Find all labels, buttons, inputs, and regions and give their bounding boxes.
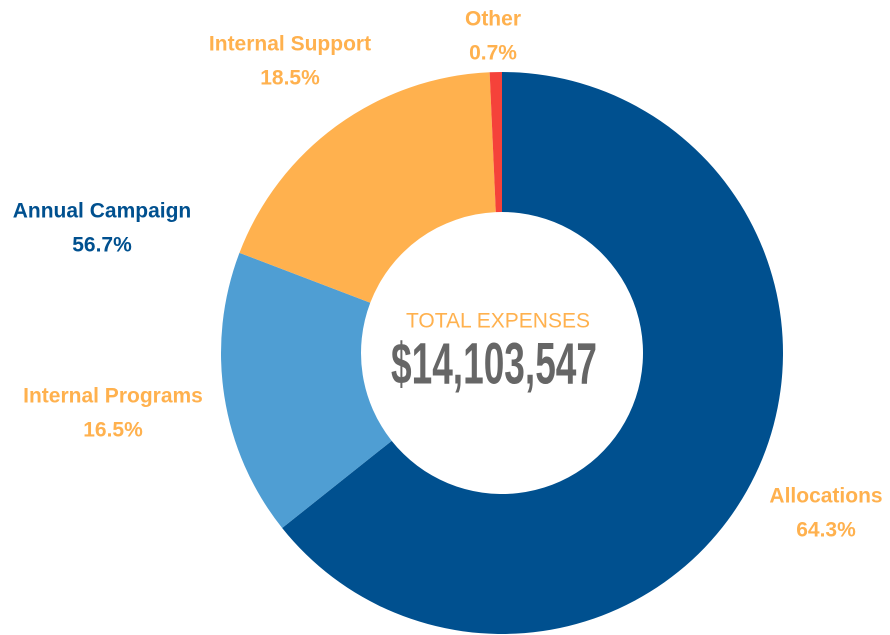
slice (282, 72, 784, 635)
slice-value: 64.3% (796, 519, 856, 542)
slice-label: Internal Support (209, 33, 371, 56)
slice-value: 18.5% (260, 67, 320, 90)
annotation-value: 56.7% (72, 234, 132, 257)
slice (489, 72, 502, 213)
slice-value: 16.5% (83, 419, 143, 442)
slice-label: Internal Programs (23, 385, 203, 408)
slice-value: 0.7% (469, 42, 517, 65)
annotation: Annual Campaign (13, 200, 192, 223)
slice (221, 252, 392, 529)
donut (221, 72, 784, 635)
slice-label: Allocations (769, 485, 882, 508)
center-label: TOTAL EXPENSES (406, 310, 590, 333)
slice (239, 72, 496, 303)
slice-label: Other (465, 8, 521, 31)
center-value: $14,103,547 (391, 331, 597, 396)
